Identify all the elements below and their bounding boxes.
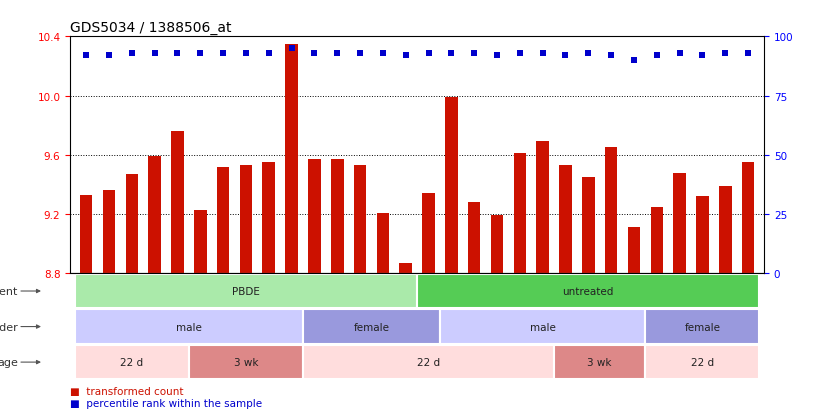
Bar: [628, 228, 640, 273]
Text: 22 d: 22 d: [417, 357, 440, 367]
Text: untreated: untreated: [563, 286, 614, 296]
Text: gender: gender: [0, 322, 18, 332]
Bar: [536, 142, 549, 273]
Text: male: male: [176, 322, 202, 332]
Bar: [149, 157, 161, 273]
Bar: [194, 210, 206, 273]
Point: [330, 50, 344, 57]
Bar: [377, 213, 389, 273]
Point: [491, 53, 504, 59]
Point: [171, 50, 184, 57]
Text: PBDE: PBDE: [232, 286, 260, 296]
Point: [126, 50, 139, 57]
Point: [399, 53, 412, 59]
Bar: [417, 274, 759, 309]
Point: [673, 50, 686, 57]
Text: 3 wk: 3 wk: [234, 357, 259, 367]
Bar: [645, 310, 759, 344]
Bar: [440, 310, 645, 344]
Bar: [263, 163, 275, 273]
Text: 3 wk: 3 wk: [587, 357, 612, 367]
Bar: [354, 166, 367, 273]
Point: [240, 50, 253, 57]
Point: [536, 50, 549, 57]
Bar: [468, 203, 481, 273]
Point: [719, 50, 732, 57]
Bar: [75, 345, 189, 379]
Point: [285, 46, 298, 52]
Text: female: female: [354, 322, 390, 332]
Bar: [126, 175, 138, 273]
Bar: [445, 98, 458, 273]
Text: male: male: [529, 322, 556, 332]
Bar: [171, 132, 183, 273]
Bar: [559, 166, 572, 273]
Point: [79, 53, 93, 59]
Point: [559, 53, 572, 59]
Bar: [651, 207, 663, 273]
Bar: [189, 345, 303, 379]
Bar: [719, 186, 732, 273]
Bar: [75, 310, 303, 344]
Point: [695, 53, 709, 59]
Text: agent: agent: [0, 286, 18, 296]
Bar: [696, 197, 709, 273]
Point: [628, 57, 641, 64]
Bar: [102, 191, 116, 273]
Point: [422, 50, 435, 57]
Bar: [303, 310, 440, 344]
Text: ■  transformed count: ■ transformed count: [70, 386, 183, 396]
Point: [444, 50, 458, 57]
Point: [193, 50, 206, 57]
Bar: [605, 148, 617, 273]
Bar: [514, 154, 526, 273]
Point: [742, 50, 755, 57]
Bar: [240, 166, 252, 273]
Bar: [80, 195, 93, 273]
Bar: [554, 345, 645, 379]
Point: [377, 50, 390, 57]
Bar: [400, 263, 412, 273]
Point: [605, 53, 618, 59]
Point: [650, 53, 663, 59]
Text: age: age: [0, 357, 18, 367]
Bar: [217, 167, 230, 273]
Point: [468, 50, 481, 57]
Bar: [308, 160, 320, 273]
Bar: [742, 163, 754, 273]
Point: [102, 53, 116, 59]
Text: female: female: [685, 322, 720, 332]
Text: 22 d: 22 d: [691, 357, 714, 367]
Point: [354, 50, 367, 57]
Point: [262, 50, 275, 57]
Text: GDS5034 / 1388506_at: GDS5034 / 1388506_at: [70, 21, 232, 35]
Bar: [422, 194, 434, 273]
Bar: [285, 45, 298, 273]
Bar: [582, 178, 595, 273]
Bar: [673, 173, 686, 273]
Bar: [491, 216, 503, 273]
Bar: [331, 160, 344, 273]
Point: [216, 50, 230, 57]
Point: [148, 50, 161, 57]
Text: ■  percentile rank within the sample: ■ percentile rank within the sample: [70, 398, 263, 408]
Point: [582, 50, 595, 57]
Text: 22 d: 22 d: [121, 357, 144, 367]
Point: [513, 50, 526, 57]
Point: [308, 50, 321, 57]
Bar: [75, 274, 417, 309]
Bar: [303, 345, 554, 379]
Bar: [645, 345, 759, 379]
